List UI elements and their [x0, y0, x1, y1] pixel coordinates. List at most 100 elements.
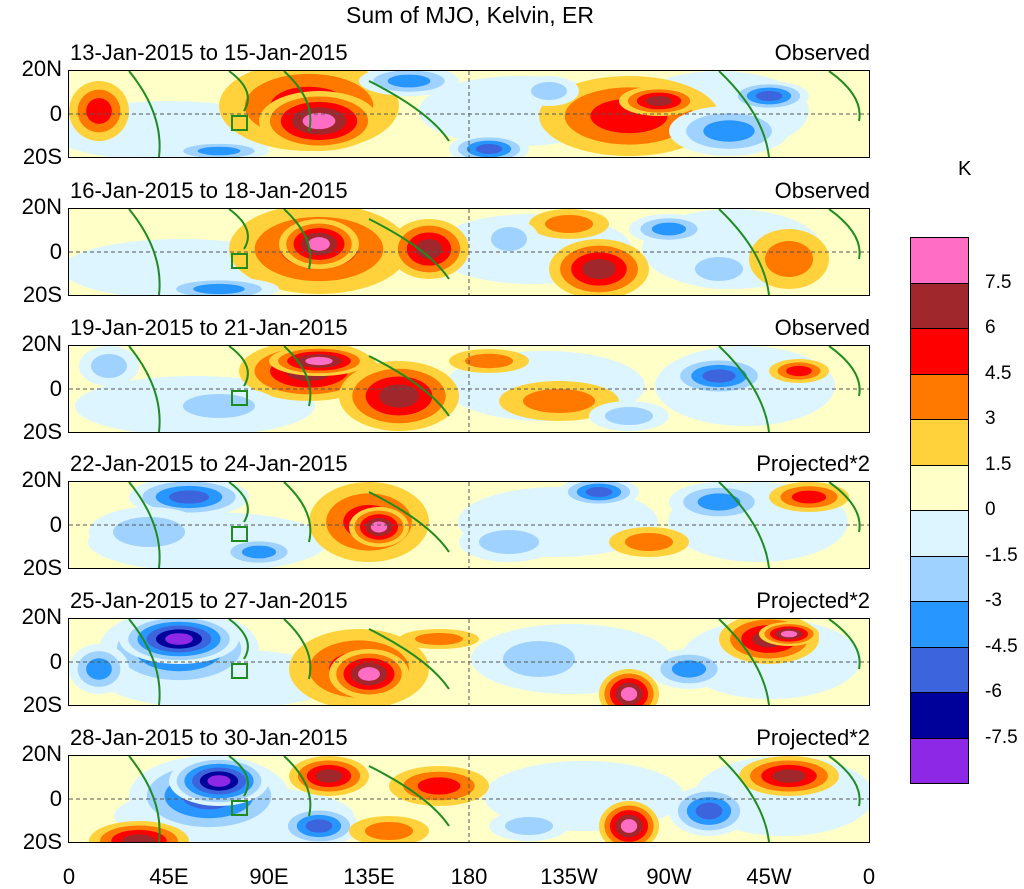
contour-region [379, 384, 419, 408]
region-box [231, 800, 248, 816]
contour-region [169, 490, 209, 504]
contour-field [69, 756, 869, 842]
x-tick-label: 0 [862, 864, 876, 889]
contour-region [387, 74, 431, 88]
colorbar-swatch [911, 556, 968, 602]
contour-region [786, 365, 812, 377]
contour-region [207, 775, 231, 787]
coastline [828, 482, 861, 533]
contour-region [755, 91, 783, 101]
panel-date-range: 13-Jan-2015 to 15-Jan-2015 [70, 40, 348, 65]
anomaly-map-panel [68, 755, 870, 843]
contour-region [197, 146, 241, 156]
colorbar-label: -4.5 [985, 635, 1018, 657]
y-tick-label: 20N [21, 741, 62, 766]
contour-region [585, 487, 613, 497]
panel-type-label: Projected*2 [756, 588, 870, 613]
coastline [718, 71, 770, 157]
coastline [828, 619, 861, 670]
y-tick-label: 0 [49, 786, 62, 811]
coastline [718, 209, 770, 295]
contour-region [695, 802, 723, 820]
contour-region [165, 633, 193, 645]
contour-region [479, 530, 539, 554]
panel-date-range: 16-Jan-2015 to 18-Jan-2015 [70, 178, 348, 203]
contour-region [523, 389, 595, 413]
panel-type-label: Projected*2 [756, 451, 870, 476]
colorbar-label: 6 [985, 317, 996, 338]
contour-region [86, 658, 112, 680]
contour-region [315, 769, 343, 783]
colorbar-swatch [911, 647, 968, 693]
contour-region [620, 819, 638, 833]
colorbar-label: -6 [985, 681, 1002, 702]
contour-field [69, 209, 869, 295]
contour-field [69, 619, 869, 705]
contour-region [415, 239, 443, 259]
panel-date-range: 22-Jan-2015 to 24-Jan-2015 [70, 451, 348, 476]
contour-region [465, 353, 513, 369]
coastline [828, 756, 861, 807]
contour-region [302, 112, 336, 130]
colorbar [910, 237, 969, 784]
contour-region [703, 120, 755, 142]
contour-region [193, 283, 245, 295]
coastline [228, 756, 249, 797]
coastline [283, 756, 312, 817]
contour-region [183, 394, 255, 418]
contour-region [86, 98, 112, 124]
contour-region [765, 241, 813, 277]
y-tick-label: 0 [49, 239, 62, 264]
y-tick-label: 0 [49, 101, 62, 126]
panel-type-label: Projected*2 [756, 725, 870, 750]
contour-region [358, 667, 380, 681]
contour-region [772, 769, 806, 783]
colorbar-swatch [911, 511, 968, 557]
panel-date-range: 28-Jan-2015 to 30-Jan-2015 [70, 725, 348, 750]
contour-region [241, 545, 277, 559]
colorbar-swatch [911, 693, 968, 739]
colorbar-unit: K [958, 158, 972, 180]
region-box [231, 526, 248, 542]
y-tick-label: 20S [22, 282, 62, 307]
x-tick-label: 135E [343, 864, 395, 889]
coastline [368, 491, 450, 553]
contour-region [545, 215, 593, 233]
coastline [228, 482, 249, 523]
coastline [283, 71, 312, 132]
contour-region [417, 777, 461, 795]
anomaly-map-panel [68, 618, 870, 706]
contour-region [365, 822, 413, 840]
colorbar-swatch [911, 602, 968, 648]
colorbar-label: 1.5 [985, 453, 1012, 475]
region-box [231, 253, 248, 269]
colorbar-label: 7.5 [985, 271, 1012, 293]
coastline [828, 71, 861, 122]
anomaly-map-panel [68, 345, 870, 433]
colorbar-label: 3 [985, 408, 996, 429]
contour-field [69, 482, 869, 568]
contour-region [505, 817, 553, 835]
y-tick-label: 20S [22, 829, 62, 854]
colorbar-swatch [911, 465, 968, 511]
anomaly-map-panel [68, 481, 870, 569]
coastline [283, 482, 312, 543]
coastline [718, 756, 770, 842]
contour-region [671, 660, 707, 678]
contour-region [702, 369, 736, 383]
coastline [718, 482, 770, 568]
colorbar-swatch [911, 283, 968, 329]
contour-region [503, 641, 575, 677]
contour-region [791, 490, 827, 504]
coastline [283, 346, 312, 407]
x-tick-label: 90E [249, 864, 289, 889]
contour-field [69, 346, 869, 432]
colorbar-swatch [911, 374, 968, 420]
contour-region [780, 630, 798, 638]
y-tick-label: 0 [49, 376, 62, 401]
coastline [283, 619, 312, 680]
x-tick-label: 135W [540, 864, 598, 889]
x-tick-label: 0 [62, 864, 76, 889]
contour-region [625, 533, 673, 551]
y-tick-label: 0 [49, 512, 62, 537]
